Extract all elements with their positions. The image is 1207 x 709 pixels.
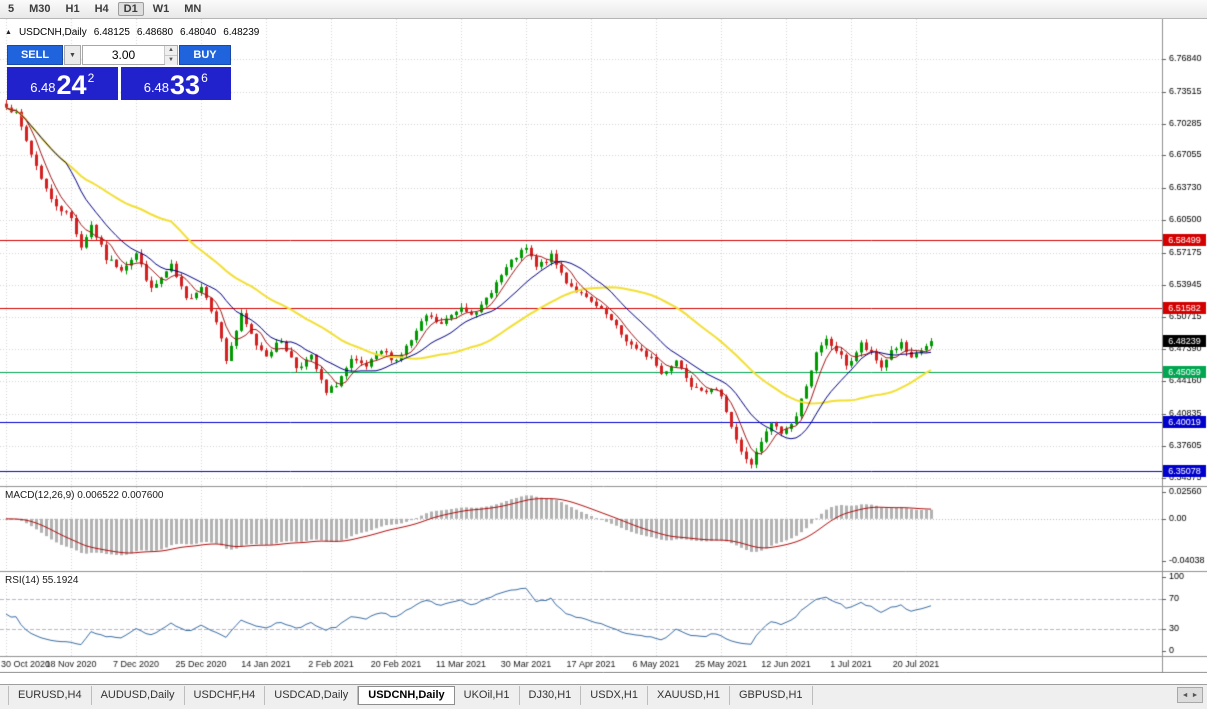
sell-price-big: 24 xyxy=(56,70,87,100)
timeframe-button-m30[interactable]: M30 xyxy=(29,3,51,15)
chart-tab-bar: EURUSD,H4 AUDUSD,Daily USDCHF,H4 USDCAD,Dai… xyxy=(0,684,1207,706)
chart-tab-dj30-h1[interactable]: DJ30,H1 xyxy=(520,686,582,705)
timeframe-toolbar: 5 M30 H1 H4 D1 W1 MN xyxy=(0,0,1207,19)
volume-input[interactable] xyxy=(83,46,164,64)
chart-tab-usdchf-h4[interactable]: USDCHF,H4 xyxy=(185,686,266,705)
chart-tab-ukoil-h1[interactable]: UKOil,H1 xyxy=(455,686,520,705)
timeframe-button-w1[interactable]: W1 xyxy=(152,3,170,15)
ohlc-low: 6.48040 xyxy=(180,27,217,38)
timeframe-button-h4[interactable]: H4 xyxy=(94,3,109,15)
chart-tab-xauusd-h1[interactable]: XAUUSD,H1 xyxy=(648,686,730,705)
ohlc-close: 6.48239 xyxy=(223,27,260,38)
buy-button[interactable]: BUY xyxy=(179,45,231,65)
buy-price-display[interactable]: 6.48 33 6 xyxy=(120,67,231,100)
volume-decrease-button[interactable]: ▼ xyxy=(165,56,177,65)
arrow-right-icon: ► xyxy=(1191,691,1199,699)
chart-tab-usdx-h1[interactable]: USDX,H1 xyxy=(581,686,648,705)
tab-scroll-button[interactable]: ◄ ► xyxy=(1177,687,1203,703)
timeframe-button-h1[interactable]: H1 xyxy=(65,3,80,15)
ohlc-high: 6.48680 xyxy=(136,27,174,38)
scrollbar-strip xyxy=(0,673,1207,684)
arrow-left-icon: ◄ xyxy=(1181,691,1189,699)
trade-panel-toggle-icon[interactable]: ▲ xyxy=(5,29,12,36)
timeframe-button-mn[interactable]: MN xyxy=(184,3,202,15)
macd-indicator-label: MACD(12,26,9) 0.006522 0.007600 xyxy=(5,490,164,501)
one-click-trade-panel: SELL ▼ ▲ ▼ BUY 6.48 24 2 6.48 33 6 xyxy=(7,45,231,100)
buy-price-sup: 6 xyxy=(201,71,208,85)
timeframe-button-d1[interactable]: D1 xyxy=(117,2,144,16)
sell-button[interactable]: SELL xyxy=(7,45,63,65)
volume-dropdown-button[interactable]: ▼ xyxy=(64,45,81,65)
chart-tab-usdcnh-daily[interactable]: USDCNH,Daily xyxy=(358,686,455,705)
buy-price-prefix: 6.48 xyxy=(143,80,170,95)
chart-tab-eurusd-h4[interactable]: EURUSD,H4 xyxy=(8,686,92,705)
chart-tab-audusd-daily[interactable]: AUDUSD,Daily xyxy=(92,686,185,705)
window-bottom-edge xyxy=(0,706,1207,709)
chart-tab-gbpusd-h1[interactable]: GBPUSD,H1 xyxy=(730,686,813,705)
ohlc-open: 6.48125 xyxy=(93,27,130,38)
rsi-indicator-label: RSI(14) 55.1924 xyxy=(5,575,79,586)
timeframe-button-5[interactable]: 5 xyxy=(8,3,15,15)
sell-price-display[interactable]: 6.48 24 2 xyxy=(7,67,118,100)
buy-price-big: 33 xyxy=(170,70,201,100)
chart-tab-usdcad-daily[interactable]: USDCAD,Daily xyxy=(265,686,359,705)
chart-symbol-label: USDCNH,Daily xyxy=(18,27,87,38)
sell-price-sup: 2 xyxy=(87,71,95,85)
chevron-down-icon: ▼ xyxy=(69,51,76,59)
price-chart-canvas[interactable] xyxy=(0,19,1207,673)
chart-header: ▲ USDCNH,Daily 6.48125 6.48680 6.48040 6… xyxy=(5,27,259,38)
sell-price-prefix: 6.48 xyxy=(30,80,56,95)
volume-increase-button[interactable]: ▲ xyxy=(165,46,177,56)
